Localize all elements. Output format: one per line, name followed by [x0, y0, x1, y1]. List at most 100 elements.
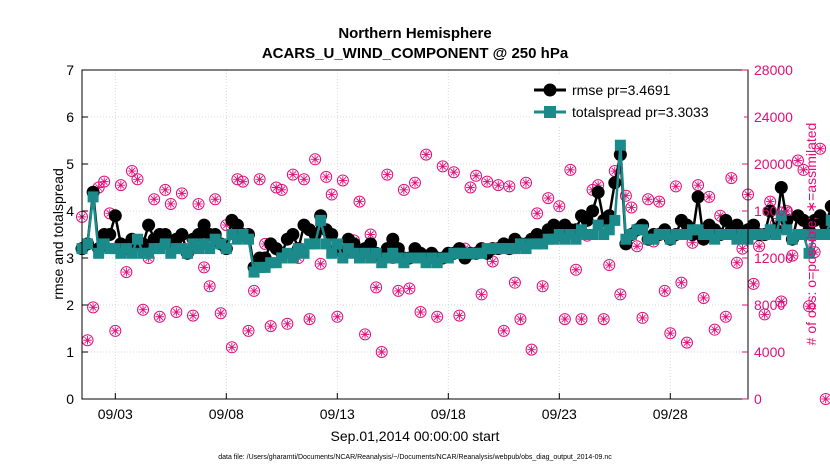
- x-axis: 09/03 09/08 09/13 09/18 09/23 09/28: [98, 393, 688, 422]
- totalspread-point: [398, 257, 410, 269]
- totalspread-point: [426, 252, 438, 264]
- totalspread-point: [170, 243, 182, 255]
- chart-title-line2: ACARS_U_WIND_COMPONENT @ 250 hPa: [262, 45, 569, 62]
- obs-assimilated-point: [210, 194, 220, 204]
- totalspread-point: [287, 252, 299, 264]
- obs-possible-point: [120, 266, 133, 279]
- y-tick-label-right: 12000: [754, 250, 793, 266]
- obs-possible-point: [503, 180, 516, 193]
- totalspread-point: [270, 257, 282, 269]
- obs-assimilated-point: [466, 183, 475, 192]
- obs-assimilated-point: [471, 171, 481, 181]
- rmse-point: [774, 181, 788, 194]
- totalspread-point: [559, 233, 571, 245]
- y-tick-label-right: 20000: [754, 156, 793, 172]
- obs-assimilated-point: [222, 220, 231, 230]
- totalspread-point: [403, 252, 415, 264]
- obs-assimilated-point: [677, 278, 686, 287]
- obs-possible-point: [164, 197, 177, 210]
- obs-assimilated-point: [421, 150, 431, 159]
- obs-assimilated-point: [593, 180, 603, 190]
- obs-possible-point: [303, 313, 316, 326]
- obs-assimilated-point: [727, 173, 736, 183]
- obs-possible-point: [542, 192, 555, 205]
- obs-assimilated-point: [671, 182, 681, 191]
- rmse-point: [747, 218, 761, 232]
- totalspread-point: [470, 247, 482, 259]
- obs-assimilated-point: [377, 347, 386, 357]
- obs-assimilated-point: [172, 307, 181, 317]
- obs-possible-point: [325, 188, 338, 201]
- obs-possible-point: [481, 175, 494, 188]
- totalspread-point: [476, 247, 488, 259]
- rmse-point: [108, 209, 122, 223]
- legend: rmse pr=3.4691 totalspread pr=3.3033: [531, 76, 744, 126]
- rmse-point: [175, 228, 189, 241]
- obs-possible-point: [198, 261, 211, 274]
- obs-assimilated-point: [227, 343, 237, 352]
- obs-possible-point: [153, 310, 166, 323]
- rmse-point: [580, 213, 594, 227]
- x-tick-label: 09/08: [209, 406, 244, 422]
- totalspread-point: [304, 238, 316, 250]
- obs-possible-point: [786, 249, 799, 262]
- y-tick-label-right: 16000: [754, 203, 793, 219]
- obs-assimilated-point: [116, 180, 126, 190]
- totalspread-point: [825, 214, 830, 226]
- obs-assimilated-point: [310, 155, 320, 164]
- obs-assimilated-point: [316, 259, 325, 269]
- obs-possible-point: [431, 310, 444, 323]
- obs-assimilated-point: [560, 314, 570, 324]
- obs-possible-point: [470, 169, 483, 182]
- totalspread-point: [764, 224, 776, 236]
- totalspread-point: [692, 224, 704, 236]
- totalspread-point: [231, 233, 243, 245]
- totalspread-point: [370, 247, 382, 259]
- obs-possible-point: [137, 303, 150, 316]
- obs-assimilated-point: [566, 165, 575, 175]
- obs-assimilated-point: [432, 312, 442, 322]
- rmse-point: [824, 199, 830, 213]
- totalspread-point: [714, 229, 726, 240]
- obs-assimilated-point: [621, 191, 631, 201]
- obs-possible-point: [797, 163, 810, 176]
- totalspread-point: [598, 229, 610, 240]
- rmse-point: [608, 176, 622, 190]
- obs-assimilated-point: [643, 194, 653, 204]
- obs-assimilated-point: [194, 199, 203, 209]
- totalspread-point: [548, 233, 560, 245]
- obs-possible-point: [758, 308, 771, 321]
- totalspread-point: [265, 257, 277, 269]
- totalspread-point: [243, 233, 254, 245]
- totalspread-point: [759, 229, 771, 240]
- totalspread-point: [736, 229, 748, 240]
- obs-assimilated-point: [155, 312, 164, 322]
- obs-assimilated-point: [821, 394, 830, 404]
- obs-possible-point: [225, 341, 238, 354]
- totalspread-point: [487, 243, 499, 255]
- obs-assimilated-point: [521, 178, 531, 188]
- obs-assimilated-point: [455, 311, 464, 320]
- totalspread-point: [448, 247, 460, 259]
- obs-possible-point: [514, 313, 527, 326]
- obs-possible-point: [264, 320, 277, 333]
- totalspread-point: [387, 247, 399, 259]
- totalspread-point: [315, 214, 327, 226]
- totalspread-point: [748, 229, 760, 240]
- totalspread-point: [348, 247, 360, 259]
- obs-assimilated-point: [149, 194, 159, 204]
- totalspread-point: [614, 139, 626, 151]
- obs-possible-point: [536, 280, 549, 293]
- totalspread-point: [226, 229, 238, 240]
- obs-assimilated-point: [510, 278, 520, 287]
- totalspread-point: [431, 257, 443, 269]
- obs-possible-point: [669, 180, 682, 193]
- obs-possible-point: [148, 193, 161, 206]
- totalspread-point: [809, 229, 821, 240]
- obs-assimilated-point: [715, 211, 725, 220]
- totalspread-point: [631, 224, 643, 236]
- totalspread-point: [453, 247, 465, 259]
- obs-possible-point: [791, 154, 804, 167]
- obs-assimilated-point: [238, 177, 248, 186]
- obs-possible-point: [636, 311, 649, 324]
